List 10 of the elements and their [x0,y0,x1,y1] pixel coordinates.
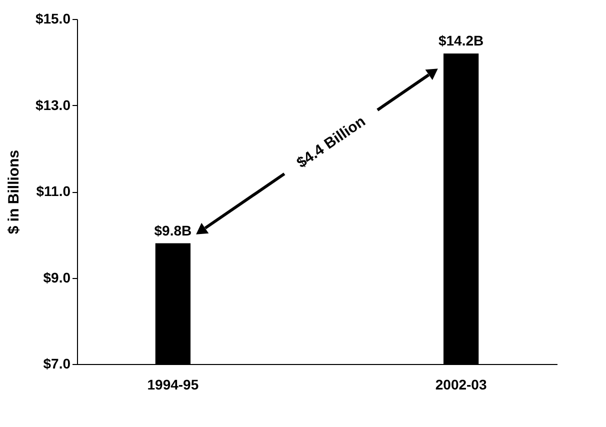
y-tick-label: $9.0 [43,269,71,286]
y-tick-label: $7.0 [43,356,71,372]
data-label: $9.8B [154,222,192,238]
y-axis-title: $ in Billions [5,150,22,234]
y-tick-label: $11.0 [36,183,71,199]
data-label: $14.2B [438,32,484,48]
y-tick-label: $13.0 [35,96,71,113]
x-tick-label: 1994-95 [147,376,199,392]
x-tick-label: 2002-03 [435,376,487,392]
y-tick-label: $15.0 [35,10,71,26]
